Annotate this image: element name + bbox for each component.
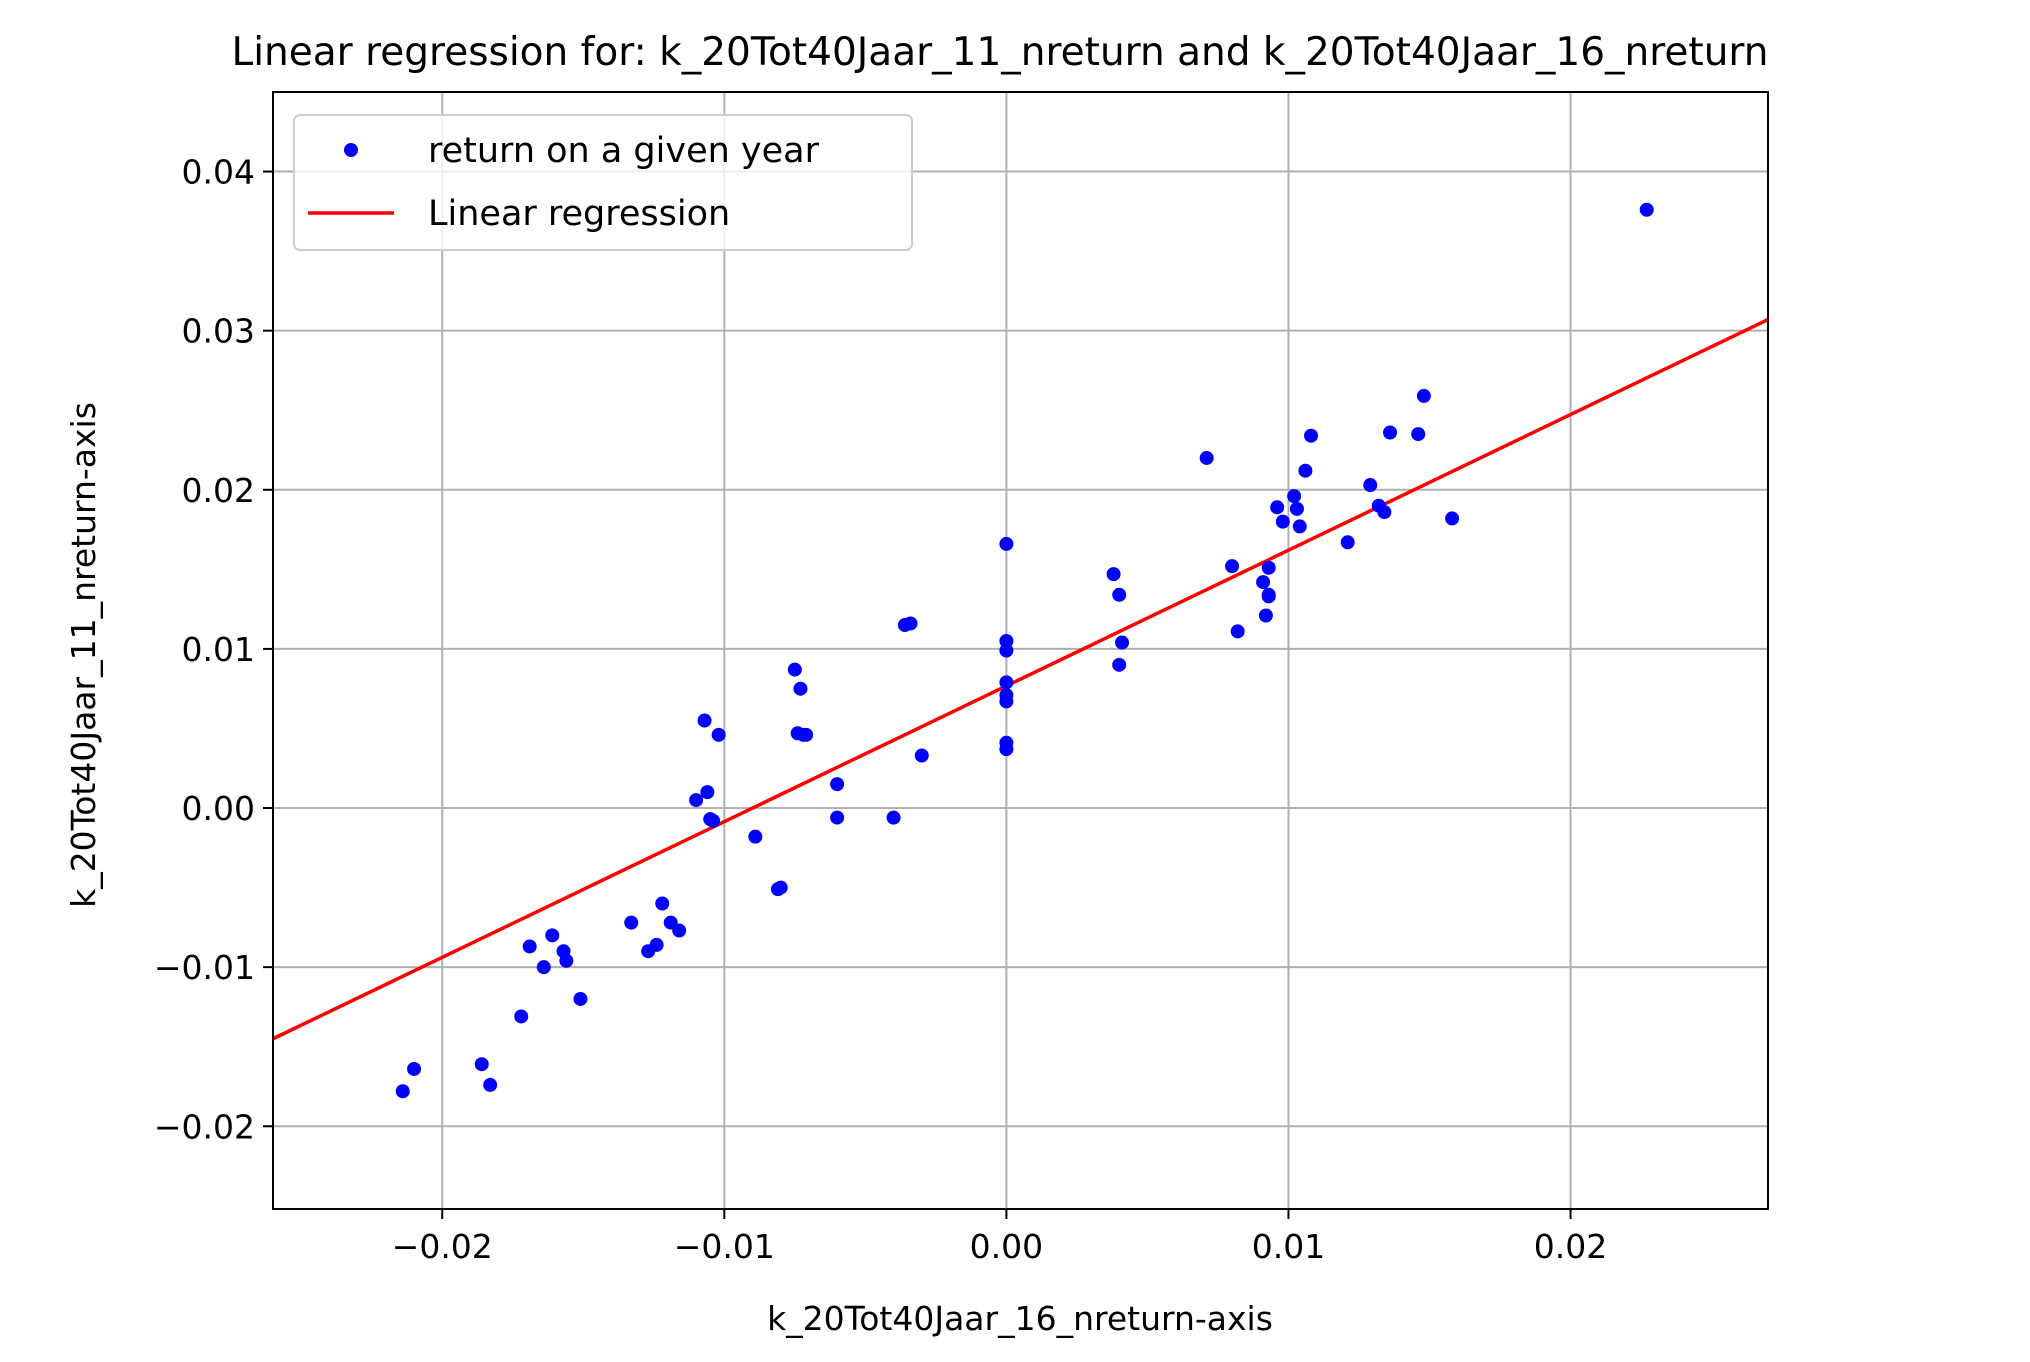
scatter-point <box>999 675 1014 690</box>
scatter-point <box>1270 500 1285 515</box>
regression-line-layer <box>272 317 1769 1041</box>
scatter-point <box>793 681 808 696</box>
scatter-point <box>903 616 918 631</box>
scatter-point <box>1261 587 1276 602</box>
scatter-point <box>1275 514 1290 529</box>
y-axis-ticks: −0.02 −0.01 0.00 0.01 0.02 0.03 0.04 <box>154 153 273 1146</box>
scatter-point <box>886 810 901 825</box>
scatter-point <box>1230 624 1245 639</box>
scatter-point <box>1304 428 1319 443</box>
scatter-point <box>1383 425 1398 440</box>
scatter-point <box>700 785 715 800</box>
scatter-points-layer <box>395 202 1654 1099</box>
scatter-point <box>522 939 537 954</box>
scatter-point <box>799 727 814 742</box>
scatter-point <box>1225 559 1240 574</box>
y-tick-label: −0.01 <box>154 948 255 987</box>
y-tick-label: 0.03 <box>182 312 255 351</box>
scatter-point <box>1298 463 1313 478</box>
scatter-point <box>748 829 763 844</box>
scatter-point <box>830 810 845 825</box>
scatter-point <box>1112 657 1127 672</box>
scatter-point <box>706 813 721 828</box>
scatter-point <box>787 662 802 677</box>
scatter-point <box>1289 501 1304 516</box>
x-tick-label: 0.01 <box>1252 1227 1325 1266</box>
scatter-point <box>999 694 1014 709</box>
scatter-point <box>697 713 712 728</box>
scatter-point <box>999 742 1014 757</box>
scatter-point <box>711 727 726 742</box>
scatter-point <box>999 536 1014 551</box>
scatter-point <box>773 880 788 895</box>
legend-scatter-marker <box>344 143 358 157</box>
x-tick-label: −0.01 <box>674 1227 775 1266</box>
legend-label-scatter: return on a given year <box>428 131 820 171</box>
scatter-point <box>536 960 551 975</box>
scatter-point <box>1411 427 1426 442</box>
y-tick-label: 0.04 <box>182 153 255 192</box>
legend: return on a given year Linear regression <box>293 114 913 251</box>
scatter-point <box>1261 560 1276 575</box>
x-tick-label: 0.00 <box>970 1227 1043 1266</box>
scatter-point <box>407 1061 422 1076</box>
scatter-point <box>395 1084 410 1099</box>
y-axis-label: k_20Tot40Jaar_11_nreturn-axis <box>64 402 103 908</box>
scatter-point <box>1292 519 1307 534</box>
scatter-point <box>649 937 664 952</box>
scatter-point <box>483 1077 498 1092</box>
scatter-point <box>624 915 639 930</box>
scatter-point <box>1416 388 1431 403</box>
y-tick-label: −0.02 <box>154 1107 255 1146</box>
scatter-point <box>1639 202 1654 217</box>
scatter-point <box>573 991 588 1006</box>
chart-title: Linear regression for: k_20Tot40Jaar_11_… <box>231 30 1768 75</box>
scatter-point <box>655 896 670 911</box>
y-tick-label: 0.02 <box>182 471 255 510</box>
x-axis-label: k_20Tot40Jaar_16_nreturn-axis <box>767 1299 1273 1338</box>
scatter-point <box>999 643 1014 658</box>
scatter-point <box>1340 535 1355 550</box>
scatter-point <box>830 777 845 792</box>
scatter-point <box>1258 608 1273 623</box>
x-tick-label: 0.02 <box>1534 1227 1607 1266</box>
scatter-point <box>559 953 574 968</box>
scatter-point <box>689 793 704 808</box>
scatter-point <box>1106 567 1121 582</box>
scatter-point <box>474 1057 489 1072</box>
x-axis-ticks: −0.02 −0.01 0.00 0.01 0.02 <box>392 1209 1607 1266</box>
scatter-point <box>1287 489 1302 504</box>
scatter-point <box>672 923 687 938</box>
regression-line <box>272 317 1769 1041</box>
y-tick-label: 0.01 <box>182 630 255 669</box>
plot-area-frame <box>272 91 1769 1210</box>
scatter-point <box>514 1009 529 1024</box>
scatter-point <box>1445 511 1460 526</box>
scatter-point <box>1256 575 1271 590</box>
scatter-point <box>545 928 560 943</box>
scatter-point <box>914 748 929 763</box>
scatter-point <box>1363 478 1378 493</box>
legend-label-regression: Linear regression <box>428 194 730 234</box>
y-tick-label: 0.00 <box>182 789 255 828</box>
scatter-point <box>1199 450 1214 465</box>
scatter-point <box>1377 505 1392 520</box>
scatter-point <box>1112 587 1127 602</box>
legend-box <box>293 114 913 251</box>
scatter-point <box>1115 635 1130 650</box>
x-tick-label: −0.02 <box>392 1227 493 1266</box>
